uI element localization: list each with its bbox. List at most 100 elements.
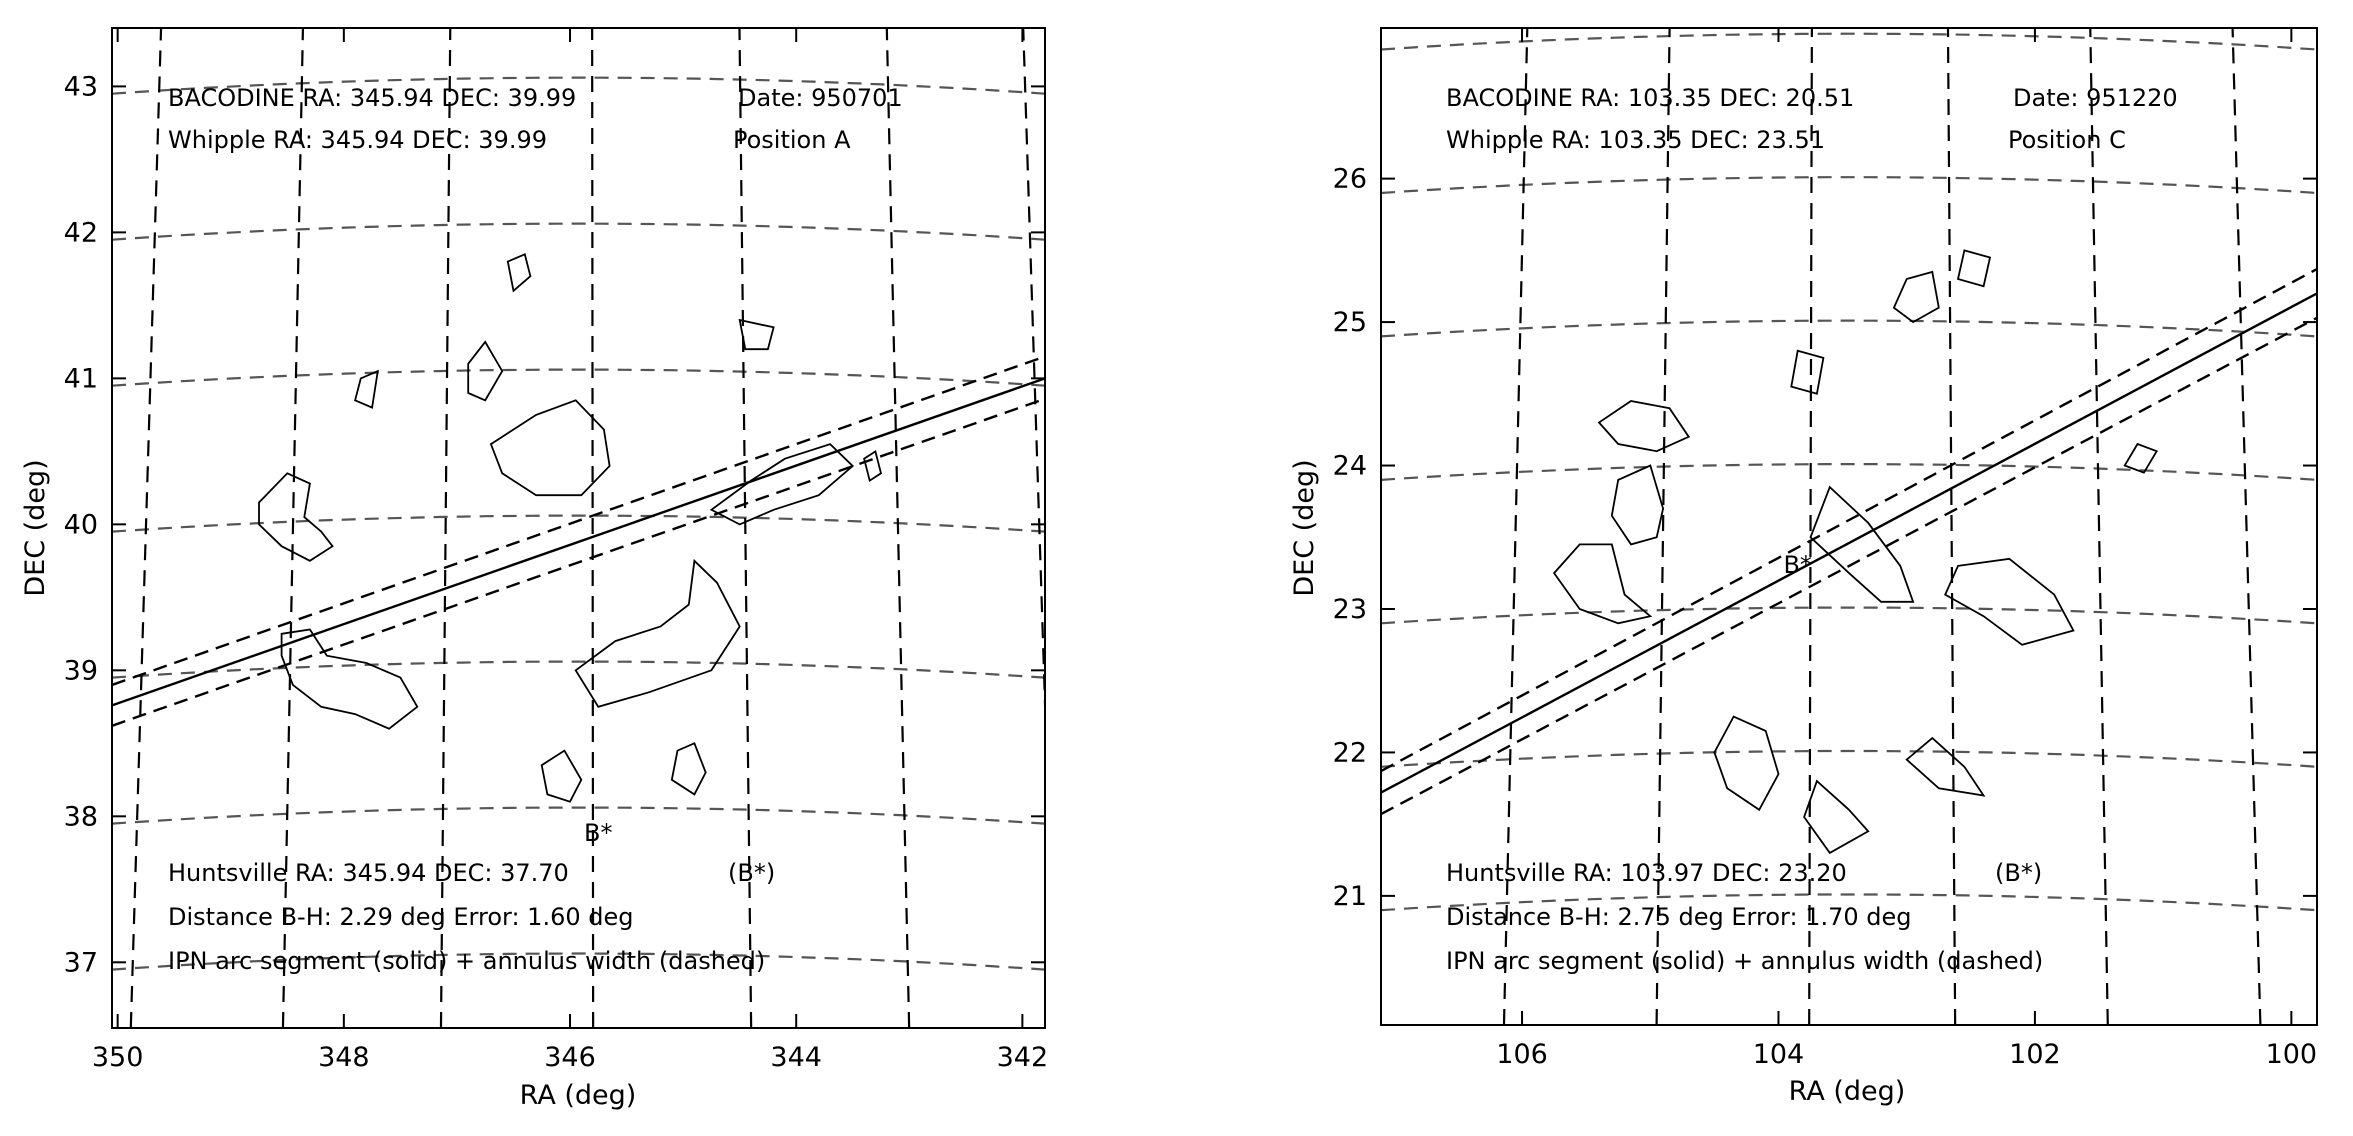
x-axis-title: RA (deg) [520, 1080, 637, 1111]
grid-line-ra [2231, 28, 2262, 1025]
y-tick-label: 24 [1333, 451, 1367, 482]
contour [1944, 557, 2075, 646]
position-annotation: Position C [2008, 126, 2126, 154]
grid-line-ra [1022, 28, 1045, 738]
contour [709, 443, 855, 526]
y-tick-label: 25 [1333, 307, 1367, 338]
contour [2123, 442, 2159, 474]
coordinate-grid [112, 28, 1045, 1028]
ipn-arc [112, 355, 1045, 727]
grid-line-dec [1381, 32, 2317, 51]
grid-line-ra [1655, 28, 1671, 1025]
y-axis-title: DEC (deg) [20, 459, 51, 596]
contour [670, 742, 707, 796]
x-tick-label: 342 [997, 1042, 1049, 1073]
y-tick-label: 23 [1333, 594, 1367, 625]
x-tick-label: 104 [1753, 1039, 1805, 1070]
date-annotation: Date: 951220 [2013, 84, 2178, 112]
contour [280, 628, 419, 730]
x-tick-label: 102 [2009, 1039, 2061, 1070]
y-tick-label: 21 [1333, 881, 1367, 912]
y-tick-label: 42 [64, 217, 98, 248]
x-tick-label: 106 [1496, 1039, 1548, 1070]
intensity-contours [1552, 249, 2159, 855]
x-tick-label: 100 [2266, 1039, 2318, 1070]
grid-line-dec [1381, 606, 2317, 625]
ipn-legend-annotation: IPN arc segment (solid) + annulus width … [168, 947, 765, 975]
grid-line-dec [112, 368, 1045, 387]
distance-annotation: Distance B-H: 2.29 deg Error: 1.60 deg [168, 903, 633, 931]
contour [1597, 400, 1691, 453]
contour [1956, 249, 1992, 288]
ipn-legend-annotation: IPN arc segment (solid) + annulus width … [1446, 947, 2043, 975]
y-tick-label: 43 [64, 71, 98, 102]
grid-line-dec [1381, 176, 2317, 195]
grid-line-dec [112, 514, 1045, 533]
contour [1552, 543, 1653, 625]
y-tick-label: 39 [64, 655, 98, 686]
marker-legend: (B*) [728, 859, 775, 887]
contour [1809, 485, 1915, 603]
contour [574, 558, 741, 708]
contour [1905, 736, 1986, 797]
grid-line-ra [591, 28, 595, 1028]
b-star-marker: B* [1783, 551, 1811, 579]
huntsville-annotation: Huntsville RA: 103.97 DEC: 23.20 [1446, 859, 1847, 887]
grid-line-ra [439, 28, 452, 1028]
x-tick-label: 344 [770, 1042, 822, 1073]
y-axis-title: DEC (deg) [1289, 459, 1320, 596]
coordinate-grid [1381, 28, 2317, 1025]
y-tick-label: 41 [64, 363, 98, 394]
contour [1713, 715, 1780, 812]
b-star-marker: B* [584, 819, 612, 847]
contour [1892, 270, 1940, 324]
ipn-annulus-lower [1381, 316, 2317, 816]
y-tick-label: 22 [1333, 737, 1367, 768]
ipn-arc [1381, 267, 2317, 816]
whipple-annotation: Whipple RA: 103.35 DEC: 23.51 [1446, 126, 1825, 154]
bacodine-annotation: BACODINE RA: 103.35 DEC: 20.51 [1446, 84, 1854, 112]
contour [540, 749, 583, 803]
chart-panel-position-a: 350 348 346 344 342 37 38 39 40 41 42 43 RA (deg) D… [20, 27, 1049, 1111]
distance-annotation: Distance B-H: 2.75 deg Error: 1.70 deg [1446, 903, 1911, 931]
contour [258, 472, 334, 562]
x-axis-title: RA (deg) [1789, 1076, 1906, 1107]
contour [863, 449, 883, 483]
y-tick-label: 37 [64, 947, 98, 978]
y-tick-label: 26 [1333, 164, 1367, 195]
contour [1610, 464, 1665, 546]
grid-line-ra [281, 28, 305, 1028]
contour [489, 399, 611, 497]
y-tick-label: 38 [64, 801, 98, 832]
ipn-annulus-upper [1381, 267, 2317, 773]
date-annotation: Date: 950701 [738, 84, 903, 112]
grid-line-ra [2089, 28, 2109, 1025]
ipn-annulus-lower [112, 397, 1045, 727]
contour [738, 318, 775, 351]
huntsville-annotation: Huntsville RA: 345.94 DEC: 37.70 [168, 859, 569, 887]
ipn-annulus-upper [112, 355, 1045, 687]
grid-line-dec [1381, 749, 2317, 768]
grid-line-ra [129, 28, 163, 1028]
grid-line-dec [1381, 893, 2317, 912]
x-tick-label: 350 [92, 1042, 144, 1073]
ipn-arc-solid [1381, 292, 2317, 794]
grid-line-ra [1946, 28, 1957, 1025]
grid-line-dec [112, 660, 1045, 679]
contour [506, 253, 532, 293]
bacodine-annotation: BACODINE RA: 345.94 DEC: 39.99 [168, 84, 576, 112]
axis-ticks: 350 348 346 344 342 37 38 39 40 41 42 43 [64, 28, 1049, 1073]
grid-line-dec [112, 76, 1045, 95]
plot-frame [1380, 27, 2318, 1026]
contour [1790, 349, 1825, 395]
contour [1803, 779, 1870, 855]
grid-line-dec [1381, 463, 2317, 481]
contour [467, 340, 504, 402]
grid-line-ra [885, 28, 911, 1028]
ipn-arc-solid [112, 377, 1045, 707]
whipple-annotation: Whipple RA: 345.94 DEC: 39.99 [168, 126, 547, 154]
x-tick-label: 346 [544, 1042, 596, 1073]
axis-ticks: 106 104 102 100 21 22 23 24 25 26 [1333, 28, 2317, 1070]
grid-line-dec [112, 806, 1045, 825]
grid-line-dec [112, 222, 1045, 241]
